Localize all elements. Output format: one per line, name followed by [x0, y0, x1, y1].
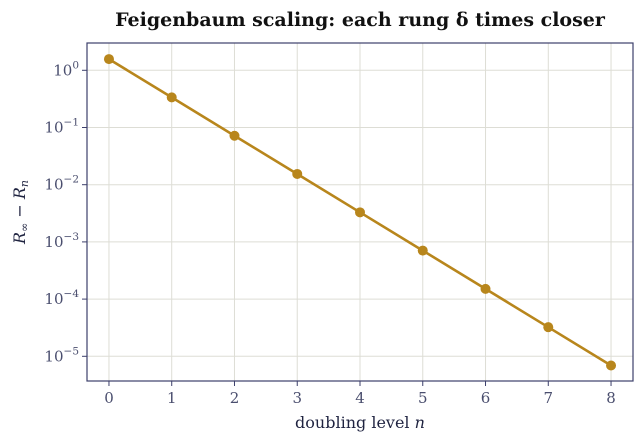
x-tick-label: 3 [292, 389, 302, 407]
x-axis: 0 1 2 3 4 5 6 7 8 [104, 381, 616, 407]
x-tick-label: 6 [481, 389, 491, 407]
data-point [229, 130, 240, 141]
x-tick-label: 8 [606, 389, 616, 407]
y-axis-label: R∞ − Rn [10, 180, 31, 245]
y-axis: 100 10−1 10−2 10−3 10−4 10−5 [44, 59, 87, 365]
x-axis-label-text: doubling level [295, 413, 415, 432]
y-tick-label: 10−4 [44, 288, 79, 308]
y-label-minus: − [10, 199, 29, 223]
data-point [543, 322, 554, 333]
x-tick-label: 7 [544, 389, 554, 407]
data-point [417, 245, 428, 256]
x-tick-label: 4 [355, 389, 365, 407]
y-tick-label: 10−1 [44, 116, 79, 136]
chart-title: Feigenbaum scaling: each rung δ times cl… [115, 9, 606, 31]
x-tick-label: 0 [104, 389, 114, 407]
y-label-n: n [18, 180, 31, 187]
data-point [355, 207, 365, 218]
y-tick-label: 10−5 [44, 345, 79, 365]
data-point [166, 92, 177, 103]
grid [87, 43, 633, 381]
data-point [292, 168, 303, 179]
data-point [480, 283, 491, 294]
y-label-r2: R [10, 187, 29, 200]
y-label-r: R [10, 232, 29, 245]
y-tick-label: 10−2 [44, 174, 79, 194]
x-axis-label: doubling level n [295, 413, 425, 432]
x-tick-label: 1 [167, 389, 177, 407]
data-point [606, 360, 617, 371]
x-axis-label-var: n [415, 413, 425, 432]
y-tick-label: 10−3 [44, 231, 79, 251]
y-label-inf: ∞ [18, 223, 31, 232]
x-tick-label: 5 [418, 389, 428, 407]
series [103, 54, 617, 371]
y-tick-label: 100 [53, 59, 79, 79]
data-point [103, 54, 114, 65]
x-tick-label: 2 [230, 389, 240, 407]
